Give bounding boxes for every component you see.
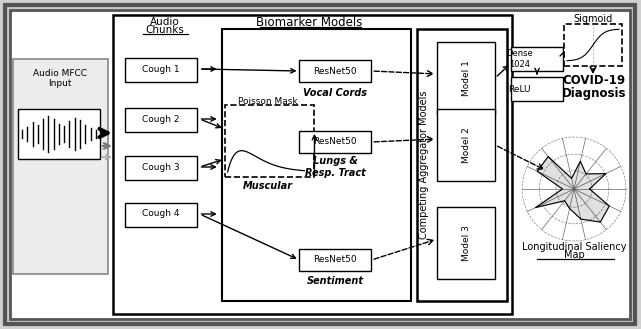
FancyBboxPatch shape <box>417 29 507 301</box>
FancyBboxPatch shape <box>125 108 197 132</box>
FancyBboxPatch shape <box>299 131 371 153</box>
Text: Sigmoid: Sigmoid <box>573 14 613 24</box>
FancyBboxPatch shape <box>125 58 197 82</box>
Text: Chunks: Chunks <box>146 25 184 35</box>
Text: Model 1: Model 1 <box>462 60 470 96</box>
Text: ReLU: ReLU <box>508 85 530 93</box>
Text: Cough 2: Cough 2 <box>142 114 179 123</box>
FancyBboxPatch shape <box>511 77 563 101</box>
Polygon shape <box>536 157 610 222</box>
FancyBboxPatch shape <box>299 60 371 82</box>
Text: Sentiment: Sentiment <box>307 276 364 286</box>
Text: Poisson Mask: Poisson Mask <box>238 96 297 106</box>
Text: Audio: Audio <box>150 17 179 27</box>
Text: Dense
1024: Dense 1024 <box>506 49 533 69</box>
Text: Cough 4: Cough 4 <box>142 210 179 218</box>
Text: Diagnosis: Diagnosis <box>562 87 626 99</box>
Text: Cough 3: Cough 3 <box>142 163 179 171</box>
Text: Longitudinal Saliency: Longitudinal Saliency <box>522 242 626 252</box>
FancyBboxPatch shape <box>125 203 197 227</box>
Text: Vocal Cords: Vocal Cords <box>303 88 367 98</box>
Text: COVID-19: COVID-19 <box>562 74 626 88</box>
Text: ResNet50: ResNet50 <box>313 66 357 75</box>
Text: Input: Input <box>48 80 72 89</box>
Text: Audio MFCC: Audio MFCC <box>33 69 87 79</box>
Text: Model 2: Model 2 <box>462 127 470 163</box>
Text: ResNet50: ResNet50 <box>313 138 357 146</box>
FancyBboxPatch shape <box>437 42 495 114</box>
FancyBboxPatch shape <box>18 109 100 159</box>
Text: Map: Map <box>563 250 585 260</box>
FancyBboxPatch shape <box>511 47 563 71</box>
FancyBboxPatch shape <box>10 10 630 319</box>
Text: Muscular: Muscular <box>242 181 292 191</box>
FancyBboxPatch shape <box>299 249 371 271</box>
Text: Model 3: Model 3 <box>462 225 470 261</box>
Text: Lungs &
Resp. Tract: Lungs & Resp. Tract <box>305 156 366 178</box>
FancyBboxPatch shape <box>437 109 495 181</box>
Text: Competing Aggregator Models: Competing Aggregator Models <box>419 91 429 239</box>
FancyBboxPatch shape <box>125 156 197 180</box>
FancyBboxPatch shape <box>222 29 412 301</box>
FancyBboxPatch shape <box>564 24 622 66</box>
Text: ResNet50: ResNet50 <box>313 256 357 265</box>
FancyBboxPatch shape <box>113 15 512 314</box>
FancyBboxPatch shape <box>5 5 635 324</box>
FancyBboxPatch shape <box>13 59 108 274</box>
Text: Cough 1: Cough 1 <box>142 64 179 73</box>
FancyBboxPatch shape <box>437 207 495 279</box>
Text: Biomarker Models: Biomarker Models <box>256 15 363 29</box>
FancyBboxPatch shape <box>224 105 315 177</box>
